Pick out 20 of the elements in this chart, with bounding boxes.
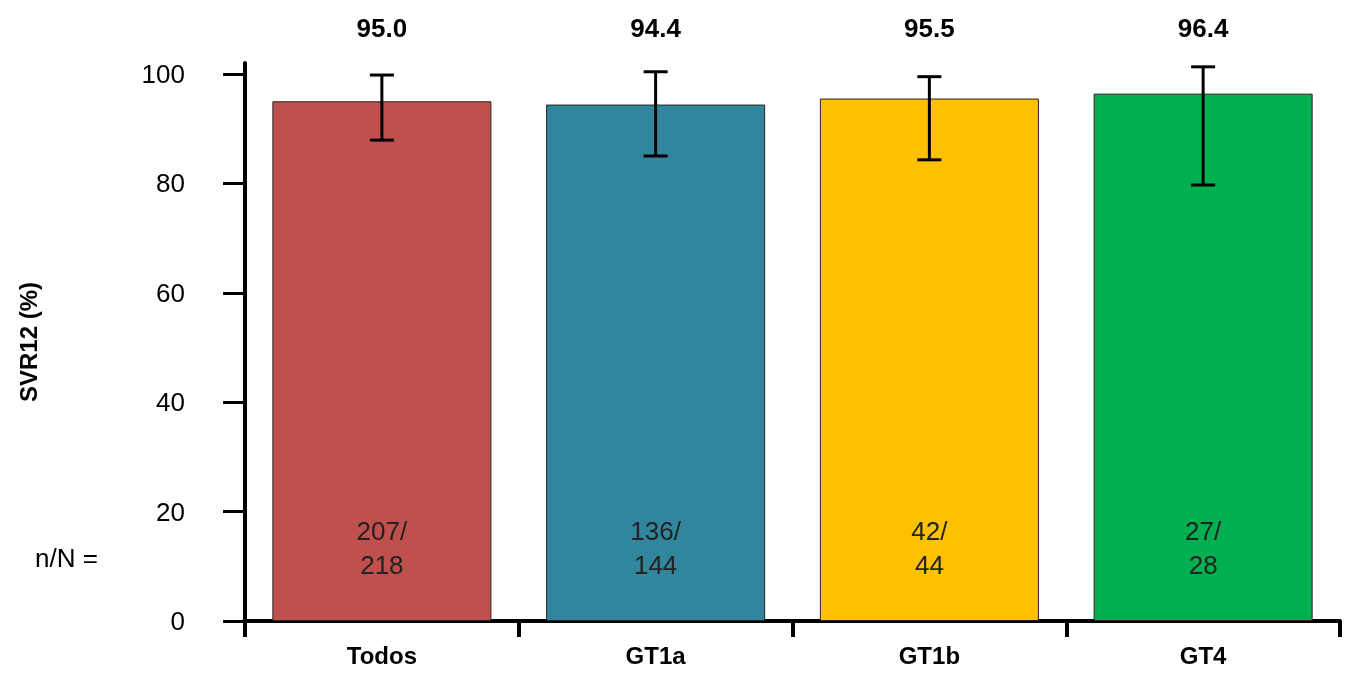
- y-tick-label: 100: [141, 58, 185, 89]
- annotation: 207/ 218: [356, 516, 408, 581]
- x-tick-label: GT1a: [625, 641, 687, 669]
- x-tick-label: Todos: [346, 641, 417, 669]
- y-tick-label: 40: [156, 387, 185, 418]
- y-tick-label: 60: [156, 277, 185, 308]
- data-label: 95.0: [356, 13, 408, 43]
- annotation: 136/ 144: [630, 516, 682, 581]
- annotation: 27/ 28: [1185, 516, 1222, 581]
- y-tick-label: 0: [170, 606, 185, 636]
- data-label: 95.5: [904, 13, 955, 43]
- annotation: 42/ 44: [911, 516, 949, 581]
- x-tick-label: GT4: [1179, 641, 1228, 669]
- y-tick-label: 80: [156, 168, 185, 199]
- y-axis-title: SVR12 (%): [14, 281, 42, 403]
- x-tick-label: GT1b: [898, 641, 961, 669]
- data-label: 94.4: [630, 13, 682, 43]
- y-tick-label: 20: [156, 496, 185, 527]
- data-label: 96.4: [1177, 13, 1229, 43]
- text: n/N =: [35, 543, 98, 573]
